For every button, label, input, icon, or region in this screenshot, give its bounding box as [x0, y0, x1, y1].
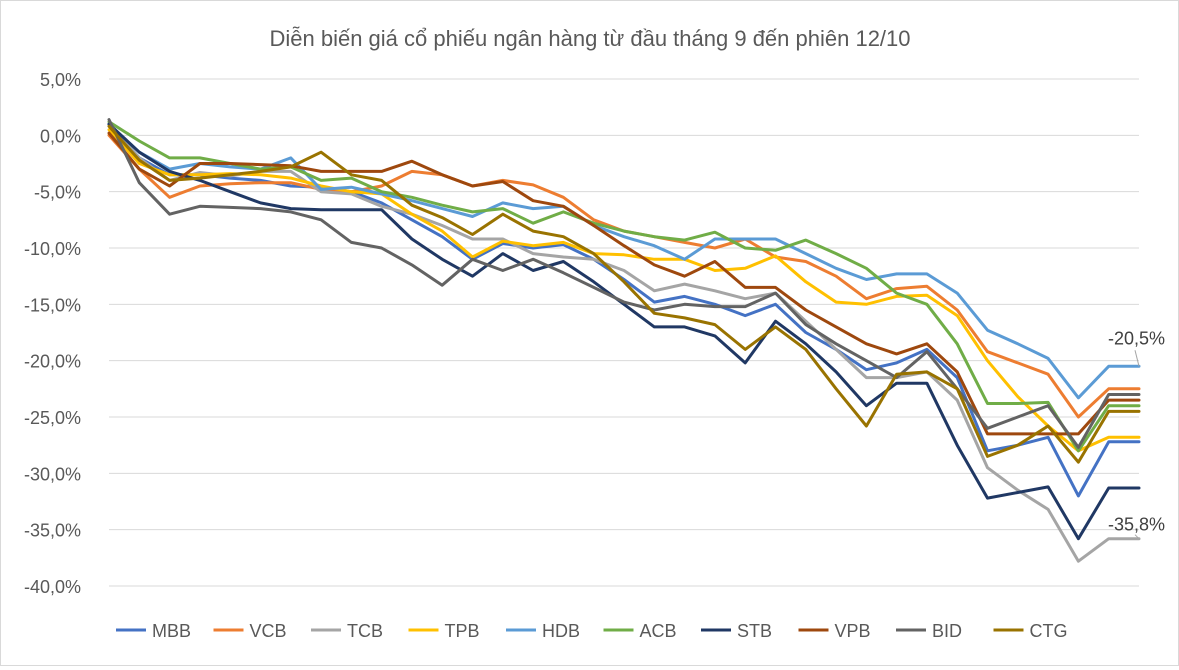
legend-item-tcb: TCB [311, 621, 383, 641]
data-label: -35,8% [1108, 515, 1165, 535]
annotation-leader [1134, 534, 1140, 540]
legend-item-hdb: HDB [506, 621, 580, 641]
y-tick-label: 0,0% [40, 126, 81, 146]
legend-item-ctg: CTG [993, 621, 1068, 641]
legend: MBB VCB TCB TPB HDB ACB STB VPB BID CTG [116, 621, 1068, 641]
legend-item-acb: ACB [603, 621, 677, 641]
series-line-stb [107, 122, 1141, 541]
y-tick-label: -5,0% [34, 183, 81, 203]
annotation-leader [1134, 350, 1140, 367]
legend-label: VPB [835, 621, 871, 641]
series-line-vpb [107, 131, 1141, 436]
legend-item-stb: STB [701, 621, 772, 641]
legend-item-tpb: TPB [408, 621, 480, 641]
data-label: -20,5% [1108, 328, 1165, 348]
y-tick-label: -40,0% [24, 577, 81, 597]
y-tick-label: -20,0% [24, 352, 81, 372]
legend-label: BID [932, 621, 962, 641]
legend-item-vcb: VCB [213, 621, 287, 641]
y-tick-label: -25,0% [24, 408, 81, 428]
gridlines [109, 78, 1139, 587]
legend-item-mbb: MBB [116, 621, 191, 641]
legend-label: HDB [542, 621, 580, 641]
legend-item-bid: BID [896, 621, 962, 641]
series-line-mbb [107, 122, 1141, 498]
series-line-tcb [107, 122, 1141, 563]
legend-label: STB [737, 621, 772, 641]
y-axis: 5,0% 0,0% -5,0% -10,0% -15,0% -20,0% -25,0% -30… [24, 70, 81, 597]
legend-item-vpb: VPB [798, 621, 871, 641]
y-tick-label: -35,0% [24, 521, 81, 541]
y-tick-label: -10,0% [24, 239, 81, 259]
legend-label: CTG [1030, 621, 1068, 641]
legend-label: MBB [152, 621, 191, 641]
y-tick-label: -30,0% [24, 464, 81, 484]
legend-label: ACB [640, 621, 677, 641]
chart-title: Diễn biến giá cổ phiếu ngân hàng từ đầu … [269, 26, 910, 51]
series-line-ctg [107, 124, 1141, 464]
series-line-hdb [107, 122, 1141, 400]
y-tick-label: 5,0% [40, 70, 81, 90]
series-lines [107, 118, 1141, 563]
legend-label: TCB [347, 621, 383, 641]
legend-label: TPB [445, 621, 480, 641]
series-line-tpb [107, 128, 1141, 453]
annotations: -20,5% -35,8% [1108, 328, 1165, 540]
legend-label: VCB [250, 621, 287, 641]
y-tick-label: -15,0% [24, 295, 81, 315]
series-line-vcb [107, 133, 1141, 419]
series-line-bid [107, 118, 1141, 449]
